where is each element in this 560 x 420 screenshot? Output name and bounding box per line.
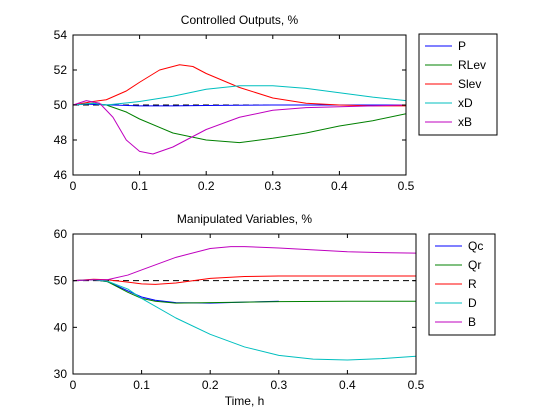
manipulated-variables-legend-label-d: D [468,296,477,310]
controlled-outputs-x-tick-label: 0 [70,179,77,193]
manipulated-variables-title: Manipulated Variables, % [177,212,313,226]
controlled-outputs-y-tick-label: 52 [54,63,68,77]
manipulated-variables-x-tick-label: 0.2 [202,378,219,392]
manipulated-variables-y-tick-label: 40 [54,320,68,334]
controlled-outputs-legend-label-rlev: RLev [458,58,486,72]
controlled-outputs-series-p [72,103,406,107]
controlled-outputs-y-tick-label: 54 [54,28,68,42]
controlled-outputs-panel: 0 0.1 0.2 0.3 0.4 0.5 46 48 50 52 54 Controlled Out… [54,13,498,193]
manipulated-variables-y-tick-label: 30 [54,367,68,381]
controlled-outputs-x-tick-label: 0.1 [131,179,148,193]
manipulated-variables-x-axis-label: Time, h [225,394,265,408]
manipulated-variables-x-tick-label: 0.5 [408,378,425,392]
controlled-outputs-legend-label-xd: xD [458,96,473,110]
manipulated-variables-y-tick-label: 50 [54,274,68,288]
controlled-outputs-legend-label-xb: xB [458,115,472,129]
manipulated-variables-x-tick-label: 0.4 [339,378,356,392]
controlled-outputs-y-tick-label: 50 [54,98,68,112]
manipulated-variables-legend-label-b: B [468,315,476,329]
controlled-outputs-series-xb [72,100,407,155]
manipulated-variables-legend-label-qc: Qc [468,239,483,253]
controlled-outputs-legend-label-slev: Slev [458,77,481,91]
controlled-outputs-x-tick-label: 0.4 [331,179,348,193]
controlled-outputs-y-tick-label: 48 [54,133,68,147]
manipulated-variables-series-b [72,246,417,282]
controlled-outputs-title: Controlled Outputs, % [181,13,299,27]
controlled-outputs-y-tick-label: 46 [54,168,68,182]
manipulated-variables-x-tick-label: 0.3 [270,378,287,392]
controlled-outputs-legend-label-p: P [458,39,466,53]
manipulated-variables-y-tick-label: 60 [54,227,68,241]
manipulated-variables-x-tick-label: 0.1 [133,378,150,392]
controlled-outputs-x-tick-label: 0.2 [198,179,215,193]
manipulated-variables-legend-label-r: R [468,277,477,291]
manipulated-variables-series-d [72,279,417,361]
controlled-outputs-x-tick-label: 0.3 [264,179,281,193]
manipulated-variables-x-tick-label: 0 [70,378,77,392]
controlled-outputs-x-tick-label: 0.5 [398,179,415,193]
manipulated-variables-legend-label-qr: Qr [468,258,481,272]
manipulated-variables-plot-area [73,234,416,374]
manipulated-variables-axes-box [72,233,417,375]
manipulated-variables-panel: 0 0.1 0.2 0.3 0.4 0.5 30 40 50 60 Manipulated Vari… [54,212,496,408]
controlled-outputs-series-xd [72,85,407,106]
controlled-outputs-series-slev [72,64,406,107]
